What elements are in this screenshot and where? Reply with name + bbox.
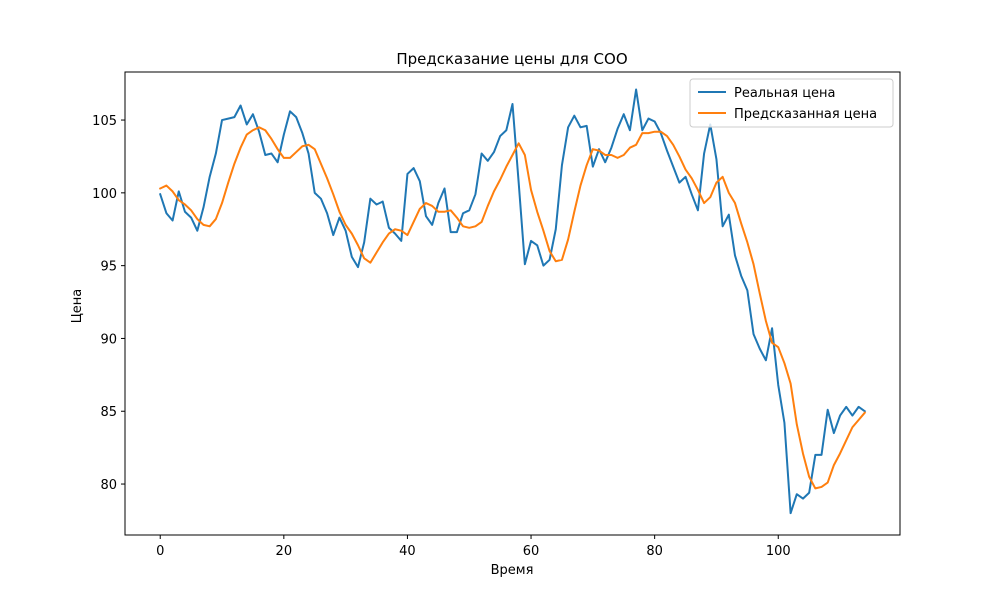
- legend-box: [689, 78, 894, 128]
- x-tick-label: 100: [766, 544, 791, 559]
- legend-label-1: Реальная цена: [734, 86, 836, 101]
- x-tick-label: 0: [156, 544, 164, 559]
- chart-title: Предсказание цены для COO: [396, 50, 627, 68]
- axes-layer: 0 20 40 60 80 100 80 85 90 95 100 105: [92, 71, 901, 559]
- y-axis-title: Цена: [70, 289, 85, 324]
- series-line-2: [158, 126, 867, 490]
- series-line-1: [158, 88, 867, 515]
- y-tick-label: 90: [100, 332, 117, 347]
- series-layer: [158, 88, 867, 515]
- x-tick-label: 20: [276, 544, 293, 559]
- legend: Реальная цена Предсказанная цена: [689, 78, 894, 128]
- x-tick-label: 80: [646, 544, 663, 559]
- plot-area: [125, 72, 900, 535]
- plot-background: [125, 72, 900, 535]
- x-axis-title: Время: [491, 563, 534, 578]
- y-tick-label: 80: [100, 478, 117, 493]
- y-tick-label: 95: [100, 260, 117, 275]
- y-tick-label: 105: [92, 114, 117, 129]
- y-tick-label: 85: [100, 405, 117, 420]
- y-tick-label: 100: [92, 187, 117, 202]
- x-tick-label: 40: [399, 544, 416, 559]
- x-tick-label: 60: [523, 544, 540, 559]
- axes-frame: [124, 71, 901, 536]
- legend-label-2: Предсказанная цена: [734, 107, 877, 122]
